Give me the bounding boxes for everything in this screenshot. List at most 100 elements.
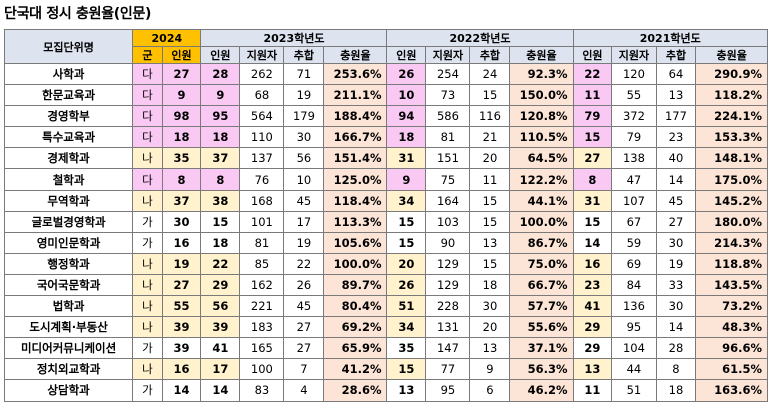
inwon-2021: 23: [572, 273, 613, 297]
inwon-2023: 41: [200, 337, 241, 360]
inwon-2023: 15: [200, 210, 241, 233]
added-2021: 13: [655, 84, 697, 107]
added-2021: 64: [655, 62, 697, 86]
applicants-2021: 138: [611, 147, 657, 170]
gun-cell: 가: [132, 337, 163, 360]
added-2021: 19: [655, 252, 697, 275]
dept-name: 정치외교학과: [3, 358, 134, 381]
table-row: 국어국문학과 나 27 29 162 26 89.7% 26 129 18 66.7% 23 84 33 1…: [3, 273, 768, 297]
inwon-2022: 34: [386, 189, 427, 212]
rate-2023: 113.3%: [323, 210, 388, 233]
applicants-2022: 228: [425, 295, 471, 318]
added-2021: 45: [655, 189, 697, 212]
rate-2023: 118.4%: [323, 189, 388, 212]
rate-2023: 211.1%: [323, 84, 388, 107]
dept-name: 글로벌경영학과: [3, 210, 134, 233]
added-2022: 24: [469, 62, 511, 86]
added-2022: 30: [469, 295, 511, 318]
applicants-2022: 131: [425, 316, 471, 339]
rate-2022: 46.2%: [509, 379, 574, 402]
inwon-2024: 18: [161, 126, 202, 149]
applicants-2022: 164: [425, 189, 471, 212]
gun-cell: 나: [132, 358, 163, 381]
applicants-2022: 77: [425, 358, 471, 381]
inwon-2021: 8: [572, 168, 613, 191]
applicants-2021: 104: [611, 337, 657, 360]
gun-cell: 다: [132, 62, 163, 86]
inwon-2021: 79: [572, 105, 613, 128]
rate-2021: 148.1%: [695, 147, 768, 170]
added-2022: 21: [469, 126, 511, 149]
inwon-2023: 18: [200, 231, 241, 254]
added-2022: 13: [469, 337, 511, 360]
inwon-2024: 16: [161, 358, 202, 381]
rate-2023: 166.7%: [323, 126, 388, 149]
added-2023: 30: [283, 126, 325, 149]
inwon-2021: 11: [572, 84, 613, 107]
inwon-2024: 37: [161, 189, 202, 212]
inwon-2024: 16: [161, 231, 202, 254]
inwon-2024: 9: [161, 84, 202, 107]
rate-2021: 175.0%: [695, 168, 768, 191]
applicants-2023: 101: [239, 210, 285, 233]
added-2023: 22: [283, 252, 325, 275]
rate-2022: 110.5%: [509, 126, 574, 149]
added-2023: 10: [283, 168, 325, 191]
table-row: 정치외교학과 나 16 17 100 7 41.2% 15 77 9 56.3% 13 44 8 61.5%: [3, 358, 768, 381]
inwon-2022: 26: [386, 62, 427, 86]
dept-name: 영미인문학과: [3, 231, 134, 254]
inwon-2022: 26: [386, 273, 427, 297]
rate-2021: 224.1%: [695, 105, 768, 128]
header-jiwonja-2021: 지원자: [611, 46, 657, 64]
inwon-2023: 22: [200, 252, 241, 275]
gun-cell: 다: [132, 168, 163, 191]
dept-name: 상담학과: [3, 379, 134, 402]
rate-2022: 55.6%: [509, 316, 574, 339]
dept-name: 국어국문학과: [3, 273, 134, 297]
applicants-2022: 151: [425, 147, 471, 170]
added-2023: 45: [283, 295, 325, 318]
rate-2023: 65.9%: [323, 337, 388, 360]
inwon-2023: 95: [200, 105, 241, 128]
applicants-2023: 81: [239, 231, 285, 254]
gun-cell: 나: [132, 316, 163, 339]
added-2022: 18: [469, 273, 511, 297]
inwon-2021: 15: [572, 210, 613, 233]
added-2021: 23: [655, 126, 697, 149]
rate-2021: 145.2%: [695, 189, 768, 212]
gun-cell: 가: [132, 210, 163, 233]
inwon-2021: 41: [572, 295, 613, 318]
inwon-2021: 11: [572, 379, 613, 402]
added-2023: 45: [283, 189, 325, 212]
applicants-2021: 55: [611, 84, 657, 107]
rate-2022: 86.7%: [509, 231, 574, 254]
inwon-2021: 27: [572, 147, 613, 170]
added-2022: 15: [469, 189, 511, 212]
added-2023: 19: [283, 231, 325, 254]
inwon-2024: 55: [161, 295, 202, 318]
inwon-2022: 15: [386, 210, 427, 233]
inwon-2023: 37: [200, 147, 241, 170]
applicants-2021: 84: [611, 273, 657, 297]
added-2022: 15: [469, 252, 511, 275]
gun-cell: 가: [132, 379, 163, 402]
gun-cell: 다: [132, 105, 163, 128]
dept-name: 무역학과: [3, 189, 134, 212]
inwon-2021: 22: [572, 62, 613, 86]
inwon-2022: 15: [386, 358, 427, 381]
applicants-2023: 221: [239, 295, 285, 318]
gun-cell: 나: [132, 273, 163, 297]
rate-2023: 125.0%: [323, 168, 388, 191]
inwon-2023: 56: [200, 295, 241, 318]
inwon-2023: 8: [200, 168, 241, 191]
added-2021: 27: [655, 210, 697, 233]
inwon-2021: 16: [572, 252, 613, 275]
applicants-2022: 81: [425, 126, 471, 149]
rate-2022: 92.3%: [509, 62, 574, 86]
table-row: 영미인문학과 가 16 18 81 19 105.6% 15 90 13 86.7% 14 59 30 21…: [3, 231, 768, 254]
rate-2023: 100.0%: [323, 252, 388, 275]
applicants-2022: 129: [425, 273, 471, 297]
header-rate-2022: 충원율: [509, 46, 574, 64]
header-inwon-2021: 인원: [572, 46, 613, 64]
header-rate-2021: 충원율: [695, 46, 768, 64]
